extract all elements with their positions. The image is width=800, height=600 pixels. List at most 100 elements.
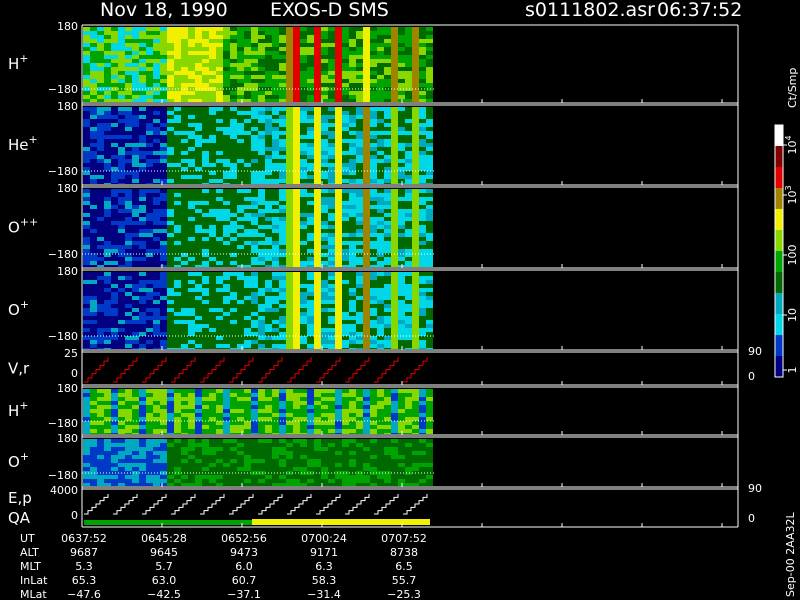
cell (153, 340, 160, 344)
cell (174, 245, 181, 249)
cell (132, 409, 139, 413)
cell (293, 205, 300, 209)
cell (139, 304, 146, 308)
cell (419, 280, 426, 284)
cell (335, 257, 342, 261)
cell (349, 221, 356, 225)
cell (398, 155, 405, 159)
cell (167, 67, 174, 71)
cell (370, 312, 377, 316)
cell (272, 471, 279, 475)
cell (118, 245, 125, 249)
cell (216, 413, 223, 417)
cell (125, 75, 132, 79)
cell (160, 175, 167, 179)
cell (293, 95, 300, 99)
cell (223, 429, 230, 433)
cell (293, 397, 300, 401)
cell (181, 51, 188, 55)
cell (265, 344, 272, 348)
cell (272, 193, 279, 197)
cell (230, 455, 237, 459)
cell (244, 59, 251, 63)
cell (111, 336, 118, 340)
cell (426, 131, 433, 135)
cell (83, 179, 90, 183)
cell (286, 155, 293, 159)
cell (237, 123, 244, 127)
cell (265, 233, 272, 237)
cell (195, 205, 202, 209)
cell (300, 312, 307, 316)
cell (398, 421, 405, 425)
cell (314, 389, 321, 393)
cell (251, 479, 258, 483)
cell (237, 433, 244, 434)
cell (293, 332, 300, 336)
cell (111, 183, 118, 184)
cell (258, 467, 265, 471)
cell (181, 451, 188, 455)
cell (118, 336, 125, 340)
cell (125, 171, 132, 175)
cell (153, 115, 160, 119)
cell (356, 316, 363, 320)
cell (272, 201, 279, 205)
cell (391, 127, 398, 131)
cell (293, 280, 300, 284)
cell (279, 332, 286, 336)
cell (230, 433, 237, 434)
cell (83, 47, 90, 51)
cell (279, 55, 286, 59)
cell (90, 75, 97, 79)
cell (104, 71, 111, 75)
cell (188, 421, 195, 425)
cell (391, 405, 398, 409)
cell (391, 401, 398, 405)
cell (258, 413, 265, 417)
cell (237, 189, 244, 193)
cell (104, 328, 111, 332)
cell (188, 455, 195, 459)
cell (118, 421, 125, 425)
cell (272, 99, 279, 102)
cell (279, 35, 286, 39)
cell (195, 225, 202, 229)
cell (419, 55, 426, 59)
cell (160, 443, 167, 447)
cell (412, 265, 419, 267)
cell (335, 344, 342, 348)
cell (167, 43, 174, 47)
cell (265, 429, 272, 433)
cell (216, 217, 223, 221)
cell (314, 229, 321, 233)
cell (188, 63, 195, 67)
cell (188, 155, 195, 159)
cell (104, 209, 111, 213)
cell (251, 265, 258, 267)
cell (83, 213, 90, 217)
cell (314, 443, 321, 447)
cell (377, 183, 384, 184)
cell (223, 151, 230, 155)
cell (125, 296, 132, 300)
cell (125, 143, 132, 147)
cell (321, 155, 328, 159)
cell (244, 253, 251, 257)
cell (251, 143, 258, 147)
cell (258, 459, 265, 463)
cell (90, 397, 97, 401)
cell (97, 175, 104, 179)
cell (349, 241, 356, 245)
cell (174, 479, 181, 483)
cell (272, 135, 279, 139)
cell (237, 280, 244, 284)
cell (216, 439, 223, 443)
cell (286, 300, 293, 304)
cell (223, 389, 230, 393)
cell (125, 276, 132, 280)
cell (223, 71, 230, 75)
cell (90, 479, 97, 483)
cell (174, 316, 181, 320)
cell (314, 304, 321, 308)
